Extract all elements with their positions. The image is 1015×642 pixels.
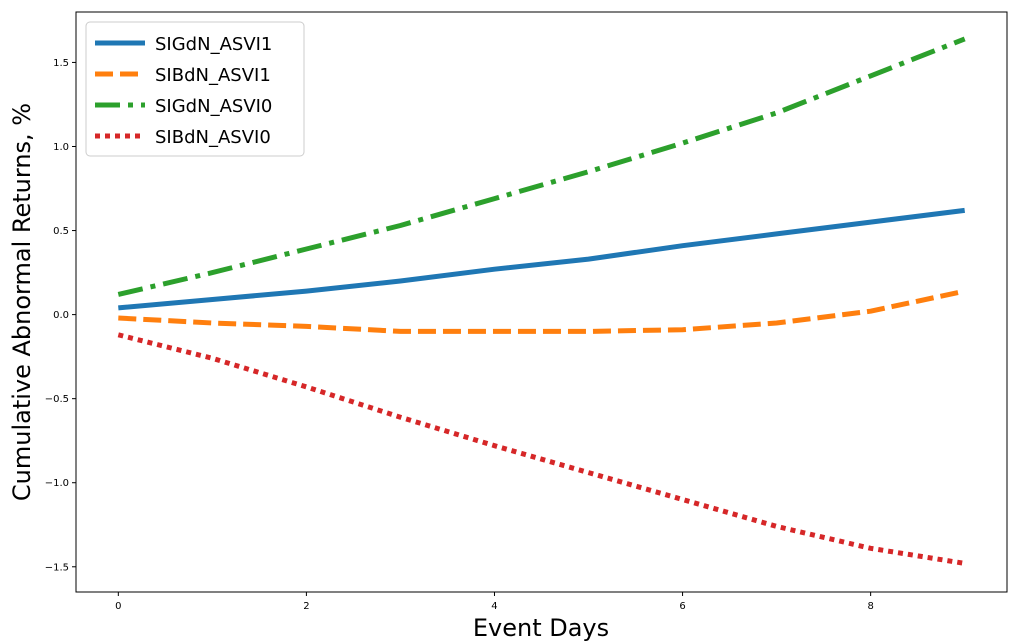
y-axis-title: Cumulative Abnormal Returns, % xyxy=(8,103,36,501)
x-tick-label: 2 xyxy=(303,601,309,612)
legend-frame xyxy=(85,21,305,157)
x-tick-label: 4 xyxy=(491,601,497,612)
y-tick-label: 1.5 xyxy=(53,58,69,69)
y-tick-label: −1.0 xyxy=(45,478,69,489)
y-tick-label: 0.0 xyxy=(53,310,69,321)
y-tick-label: −0.5 xyxy=(45,394,69,405)
series-line-SIBdN_ASVI1 xyxy=(118,288,966,334)
legend-label: SIBdN_ASVI0 xyxy=(155,127,271,148)
x-tick-label: 8 xyxy=(867,601,873,612)
x-axis-title: Event Days xyxy=(473,614,609,642)
series-line-SIGdN_ASVI1 xyxy=(118,207,966,311)
legend: SIGdN_ASVI1 SIBdN_ASVI1 SIGdN_ASVI0 SIBdN_A… xyxy=(85,21,305,157)
y-tick-label: 1.0 xyxy=(53,142,69,153)
x-tick-label: 6 xyxy=(679,601,685,612)
series-line-SIBdN_ASVI0 xyxy=(117,332,966,566)
legend-label: SIBdN_ASVI1 xyxy=(155,65,271,86)
series-lines xyxy=(117,36,966,566)
series-line-SIGdN_ASVI0 xyxy=(117,36,966,297)
x-axis-ticks: 0 2 4 6 8 xyxy=(115,592,874,612)
y-axis-ticks: −1.5 −1.0 −0.5 0.0 0.5 1.0 1.5 xyxy=(45,58,76,573)
y-tick-label: −1.5 xyxy=(45,562,69,573)
y-tick-label: 0.5 xyxy=(53,226,69,237)
legend-label: SIGdN_ASVI1 xyxy=(155,34,272,55)
x-tick-label: 0 xyxy=(115,601,121,612)
legend-label: SIGdN_ASVI0 xyxy=(155,96,272,117)
